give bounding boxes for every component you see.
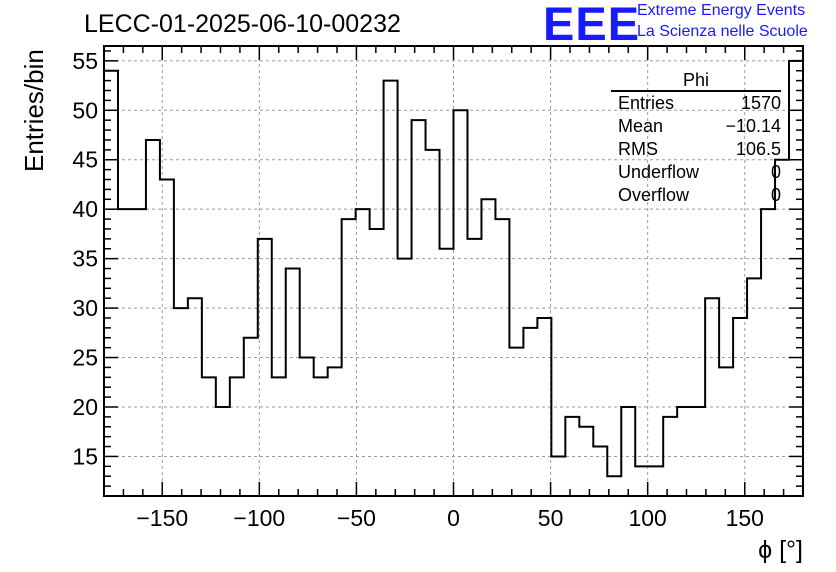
histogram-bin [565, 417, 579, 496]
stats-name: Phi [611, 70, 781, 92]
histogram-bin [705, 298, 719, 496]
stats-row-rms: RMS 106.5 [611, 138, 781, 161]
histogram-bin [775, 160, 789, 496]
y-tick-label: 55 [72, 48, 98, 74]
histogram-bin [467, 239, 481, 496]
y-tick-label: 30 [72, 295, 98, 321]
histogram-bin [509, 348, 523, 496]
histogram-bin [370, 229, 384, 496]
brand-line-1: Extreme Energy Events [637, 2, 806, 19]
stats-box: Phi Entries 1570 Mean −10.14 RMS 106.5 U… [611, 70, 781, 207]
histogram-bin [412, 120, 426, 496]
histogram-bin [132, 209, 146, 496]
histogram-bin [440, 249, 454, 496]
chart-title: LECC-01-2025-06-10-00232 [84, 10, 401, 38]
stats-value: 1570 [740, 93, 781, 113]
stats-label: Overflow [618, 185, 690, 205]
y-tick-label: 50 [72, 97, 98, 123]
x-tick-label: −150 [136, 505, 188, 531]
x-tick-label: 150 [726, 505, 764, 531]
histogram-bin [202, 377, 216, 496]
y-tick-label: 15 [72, 443, 98, 469]
stats-value: 106.5 [735, 139, 781, 159]
histogram-bin [481, 199, 495, 496]
stats-value: −10.14 [725, 116, 781, 136]
stats-value: 0 [770, 162, 781, 182]
histogram-bin [426, 150, 440, 496]
histogram-bin [663, 417, 677, 496]
histogram-bin [244, 338, 258, 496]
x-tick-label: 0 [447, 505, 460, 531]
histogram-bin [258, 239, 272, 496]
histogram-bin [523, 328, 537, 496]
x-tick-label: −50 [337, 505, 376, 531]
stats-row-overflow: Overflow 0 [611, 184, 781, 207]
histogram-bin [314, 377, 328, 496]
histogram-bin [454, 110, 468, 496]
stats-label: Mean [618, 116, 664, 136]
eee-logo: EEE [543, 0, 641, 50]
histogram-bin [719, 367, 733, 496]
y-tick-label: 45 [72, 147, 98, 173]
y-tick-label: 20 [72, 394, 98, 420]
histogram-bin [328, 367, 342, 496]
histogram-bin [300, 358, 314, 496]
histogram-bin [537, 318, 551, 496]
histogram-outline [103, 59, 804, 496]
histogram-bin [230, 377, 244, 496]
histogram-bin [272, 377, 286, 496]
y-tick-label: 35 [72, 246, 98, 272]
stats-label: RMS [618, 139, 658, 159]
stats-row-mean: Mean −10.14 [611, 115, 781, 138]
histogram-bin [649, 466, 663, 496]
histogram-bin [593, 447, 607, 496]
histogram-bin [691, 407, 705, 496]
y-axis-label: Entries/bin [19, 49, 49, 172]
histogram-bin [551, 456, 565, 496]
stats-value: 0 [770, 185, 781, 205]
histogram-bin [356, 209, 370, 496]
histogram-bin [146, 140, 160, 496]
x-tick-label: 100 [628, 505, 666, 531]
histogram-bin [174, 308, 188, 496]
stats-label: Entries [618, 93, 675, 113]
stats-label: Underflow [618, 162, 700, 182]
x-tick-label: 50 [538, 505, 564, 531]
y-tick-label: 25 [72, 345, 98, 371]
x-tick-label: −100 [233, 505, 285, 531]
histogram-bin [621, 407, 635, 496]
histogram-bin [216, 407, 230, 496]
histogram-bin [286, 269, 300, 496]
histogram-bin [579, 427, 593, 496]
histogram-bin [384, 81, 398, 496]
histogram-bin [188, 298, 202, 496]
histogram-bin [104, 71, 118, 496]
histogram-bin [342, 219, 356, 496]
y-tick-label: 40 [72, 196, 98, 222]
stats-row-entries: Entries 1570 [611, 92, 781, 115]
histogram-bin [761, 209, 775, 496]
histogram-bin [160, 180, 174, 496]
histogram-bin [677, 407, 691, 496]
x-axis-label: ϕ [°] [758, 536, 803, 564]
brand-line-2: La Scienza nelle Scuole [637, 23, 808, 40]
histogram-bin [747, 278, 761, 496]
histogram-bin [495, 219, 509, 496]
histogram-bin [118, 209, 132, 496]
stats-row-underflow: Underflow 0 [611, 161, 781, 184]
histogram-bin [398, 259, 412, 496]
histogram-bin [733, 318, 747, 496]
